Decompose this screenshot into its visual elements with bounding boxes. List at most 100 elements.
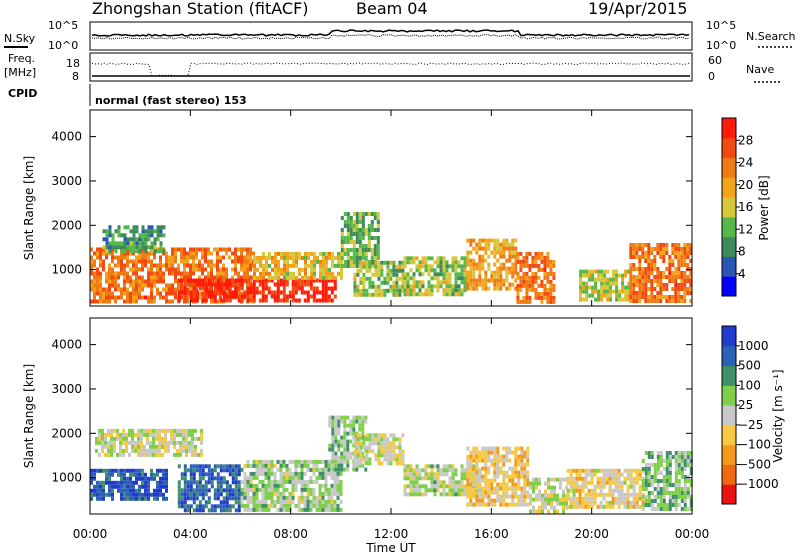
data-cell <box>421 492 425 497</box>
data-cell <box>333 479 337 484</box>
data-cell <box>487 254 491 259</box>
data-cell <box>99 488 102 493</box>
data-cell <box>493 446 497 451</box>
data-cell <box>276 479 280 484</box>
data-cell <box>144 488 147 493</box>
data-cell <box>466 490 470 495</box>
data-cell <box>174 291 177 296</box>
data-cell <box>517 494 521 499</box>
data-cell <box>517 474 521 479</box>
data-cell <box>478 478 482 483</box>
data-cell <box>460 292 464 297</box>
data-cell <box>340 236 344 240</box>
data-cell <box>162 484 165 489</box>
data-cell <box>659 495 663 499</box>
data-cell <box>156 233 160 238</box>
data-cell <box>368 276 372 281</box>
data-cell <box>102 263 105 268</box>
data-cell <box>668 255 672 259</box>
data-cell <box>261 487 265 492</box>
data-cell <box>562 477 565 482</box>
data-cell <box>398 457 402 462</box>
data-cell <box>237 247 240 252</box>
data-cell <box>677 275 681 279</box>
data-cell <box>496 458 500 463</box>
data-cell <box>505 446 509 451</box>
data-cell <box>632 283 636 287</box>
data-cell <box>668 451 672 455</box>
data-cell <box>259 271 262 276</box>
data-cell <box>309 278 313 283</box>
data-cell <box>611 500 615 505</box>
data-cell <box>361 451 365 456</box>
data-cell <box>629 299 633 303</box>
data-cell <box>288 495 292 500</box>
data-cell <box>171 267 174 272</box>
data-cell <box>362 437 366 442</box>
data-cell <box>123 484 126 489</box>
data-cell <box>514 474 518 479</box>
data-cell <box>153 241 157 246</box>
data-cell <box>478 278 482 283</box>
data-cell <box>680 255 684 259</box>
data-cell <box>318 471 322 476</box>
data-cell <box>156 249 160 254</box>
data-cell <box>123 233 127 238</box>
data-cell <box>460 476 464 481</box>
data-cell <box>421 272 425 277</box>
data-cell <box>674 267 678 271</box>
data-cell <box>629 476 633 481</box>
data-cell <box>683 459 687 463</box>
data-cell <box>572 484 576 489</box>
data-cell <box>144 249 148 254</box>
data-cell <box>170 440 173 445</box>
data-cell <box>327 487 331 492</box>
data-cell <box>153 496 156 501</box>
data-cell <box>132 263 135 268</box>
data-cell <box>466 494 470 499</box>
data-cell <box>665 503 669 507</box>
data-cell <box>609 281 613 286</box>
x-tick-label: 16:00 <box>474 527 509 541</box>
data-cell <box>460 272 464 277</box>
data-cell <box>126 476 129 481</box>
data-cell <box>291 294 295 299</box>
data-cell <box>276 282 280 287</box>
data-cell <box>565 485 568 490</box>
data-cell <box>638 283 642 287</box>
data-cell <box>442 492 446 497</box>
data-cell <box>219 271 222 276</box>
data-cell <box>644 267 648 271</box>
data-cell <box>146 428 149 433</box>
data-cell <box>182 428 185 433</box>
data-cell <box>204 472 208 477</box>
data-cell <box>526 490 530 495</box>
data-cell <box>185 448 188 453</box>
data-cell <box>180 492 184 497</box>
data-cell <box>117 283 120 288</box>
data-cell <box>614 472 618 477</box>
data-cell <box>261 290 265 295</box>
data-cell <box>632 468 636 473</box>
data-cell <box>389 260 393 265</box>
data-cell <box>662 255 666 259</box>
data-cell <box>392 449 396 454</box>
data-cell <box>531 263 535 268</box>
data-cell <box>304 275 307 280</box>
data-cell <box>306 298 310 303</box>
data-cell <box>150 233 154 238</box>
data-cell <box>171 287 174 292</box>
data-cell <box>300 491 304 496</box>
data-cell <box>340 467 344 472</box>
data-cell <box>373 252 377 256</box>
data-cell <box>312 495 316 500</box>
data-cell <box>117 245 121 250</box>
data-cell <box>141 480 144 485</box>
data-cell <box>180 251 183 256</box>
colorbar-tick-label: −1000 <box>738 477 779 491</box>
data-cell <box>442 288 446 293</box>
data-cell <box>493 238 497 243</box>
data-cell <box>689 283 693 287</box>
data-cell <box>361 423 365 428</box>
data-cell <box>600 297 604 302</box>
